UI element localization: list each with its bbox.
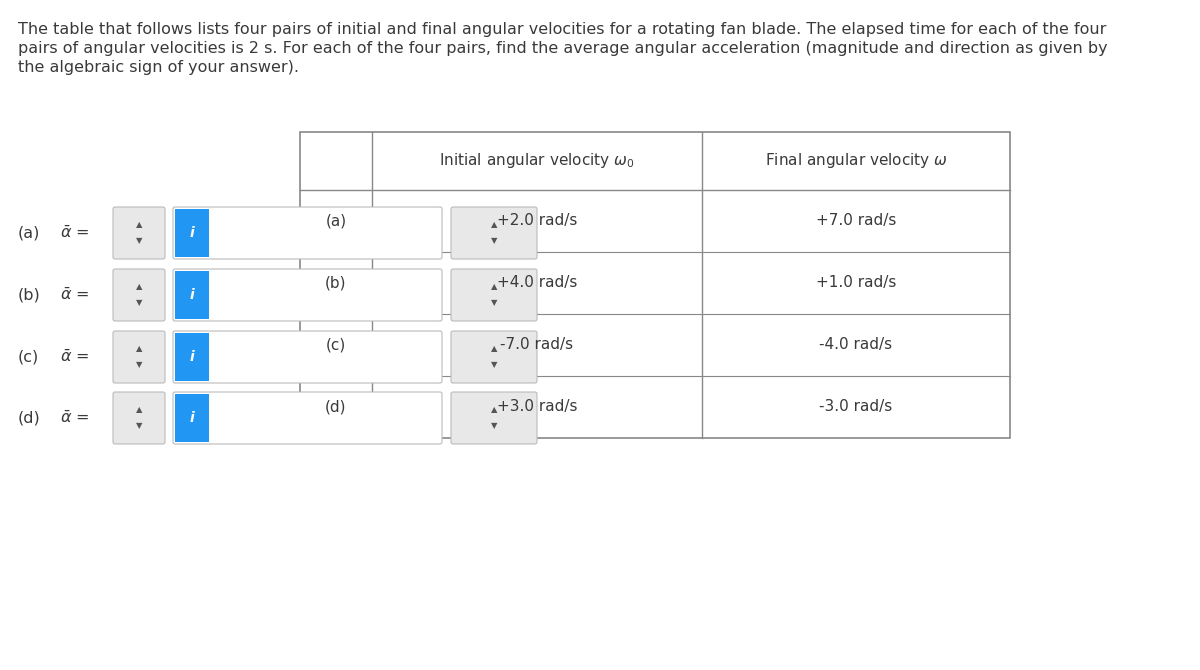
Text: ▼: ▼	[491, 299, 497, 308]
Text: i: i	[190, 288, 194, 302]
Text: $\bar{\alpha}$ =: $\bar{\alpha}$ =	[60, 225, 89, 241]
Text: Initial angular velocity $\omega_0$: Initial angular velocity $\omega_0$	[439, 151, 635, 170]
FancyBboxPatch shape	[173, 392, 442, 444]
Text: +7.0 rad/s: +7.0 rad/s	[816, 214, 896, 228]
Text: (c): (c)	[18, 350, 40, 364]
Text: -3.0 rad/s: -3.0 rad/s	[820, 399, 893, 415]
FancyBboxPatch shape	[173, 331, 442, 383]
Text: ▲: ▲	[491, 344, 497, 354]
Text: the algebraic sign of your answer).: the algebraic sign of your answer).	[18, 60, 299, 75]
Bar	[175, 333, 209, 381]
FancyBboxPatch shape	[113, 392, 166, 444]
Text: (c): (c)	[326, 338, 346, 352]
Text: ▼: ▼	[136, 360, 143, 369]
FancyBboxPatch shape	[173, 269, 442, 321]
Text: ▲: ▲	[136, 283, 143, 291]
Text: +1.0 rad/s: +1.0 rad/s	[816, 275, 896, 291]
Text: ▲: ▲	[136, 405, 143, 415]
Bar	[300, 132, 1010, 438]
Text: -4.0 rad/s: -4.0 rad/s	[820, 338, 893, 352]
Text: Final angular velocity $\omega$: Final angular velocity $\omega$	[764, 151, 947, 170]
Text: +2.0 rad/s: +2.0 rad/s	[497, 214, 577, 228]
Text: (b): (b)	[325, 275, 347, 291]
Text: ▼: ▼	[136, 421, 143, 431]
FancyBboxPatch shape	[113, 331, 166, 383]
Text: (a): (a)	[325, 214, 347, 228]
Text: (d): (d)	[18, 411, 41, 425]
Text: +4.0 rad/s: +4.0 rad/s	[497, 275, 577, 291]
Text: The table that follows lists four pairs of initial and final angular velocities : The table that follows lists four pairs …	[18, 22, 1106, 37]
Text: ▲: ▲	[136, 344, 143, 354]
Text: -7.0 rad/s: -7.0 rad/s	[500, 338, 574, 352]
Text: +3.0 rad/s: +3.0 rad/s	[497, 399, 577, 415]
Text: $\bar{\alpha}$ =: $\bar{\alpha}$ =	[60, 287, 89, 303]
FancyBboxPatch shape	[113, 207, 166, 259]
Text: ▲: ▲	[491, 283, 497, 291]
Text: $\bar{\alpha}$ =: $\bar{\alpha}$ =	[60, 410, 89, 426]
Text: i: i	[190, 350, 194, 364]
Text: ▼: ▼	[491, 237, 497, 245]
Text: ▼: ▼	[136, 299, 143, 308]
FancyBboxPatch shape	[451, 207, 538, 259]
Text: ▲: ▲	[136, 220, 143, 230]
Text: ▼: ▼	[136, 237, 143, 245]
Bar	[175, 394, 209, 442]
Text: ▲: ▲	[491, 405, 497, 415]
FancyBboxPatch shape	[113, 269, 166, 321]
Text: ▼: ▼	[491, 360, 497, 369]
Text: (d): (d)	[325, 399, 347, 415]
FancyBboxPatch shape	[451, 392, 538, 444]
FancyBboxPatch shape	[451, 269, 538, 321]
Text: $\bar{\alpha}$ =: $\bar{\alpha}$ =	[60, 349, 89, 365]
Text: ▲: ▲	[491, 220, 497, 230]
Bar	[175, 209, 209, 257]
FancyBboxPatch shape	[173, 207, 442, 259]
Text: i: i	[190, 226, 194, 240]
Text: (b): (b)	[18, 287, 41, 302]
Text: (a): (a)	[18, 226, 41, 241]
Bar	[175, 271, 209, 319]
Text: pairs of angular velocities is 2 s. For each of the four pairs, find the average: pairs of angular velocities is 2 s. For …	[18, 41, 1108, 56]
Text: i: i	[190, 411, 194, 425]
Text: ▼: ▼	[491, 421, 497, 431]
FancyBboxPatch shape	[451, 331, 538, 383]
